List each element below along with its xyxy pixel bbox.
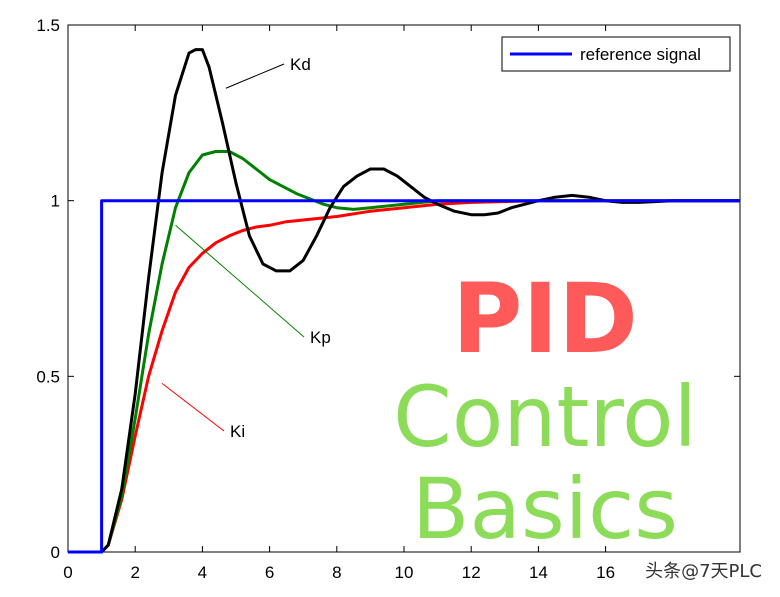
annotation-leader-kp bbox=[175, 224, 305, 338]
x-tick-label: 12 bbox=[462, 563, 481, 582]
legend-label-reference-signal: reference signal bbox=[580, 45, 701, 64]
x-tick-label: 16 bbox=[596, 563, 615, 582]
annotation-leader-kd bbox=[225, 63, 285, 89]
overlay-control: Control bbox=[393, 368, 697, 466]
x-tick-label: 6 bbox=[265, 563, 274, 582]
x-tick-label: 4 bbox=[198, 563, 207, 582]
y-tick-label: 0 bbox=[51, 543, 60, 562]
axis-tick-labels: 0 2 4 6 8 10 12 14 16 0 0.5 1 1.5 bbox=[36, 16, 615, 582]
overlay-basics: Basics bbox=[412, 460, 678, 558]
x-tick-label: 8 bbox=[332, 563, 341, 582]
y-tick-label: 0.5 bbox=[36, 367, 60, 386]
x-tick-label: 10 bbox=[395, 563, 414, 582]
series-line-reference-signal bbox=[68, 199, 740, 554]
annotation-leader-ki bbox=[161, 382, 225, 432]
y-tick-label: 1 bbox=[51, 192, 60, 211]
annotation-label-kd: Kd bbox=[290, 55, 311, 74]
annotation-label-kp: Kp bbox=[310, 328, 331, 347]
overlay-pid: PID bbox=[452, 263, 638, 375]
y-tick-label: 1.5 bbox=[36, 16, 60, 35]
series-lines bbox=[68, 48, 740, 554]
x-tick-label: 2 bbox=[130, 563, 139, 582]
legend: reference signal bbox=[501, 36, 731, 72]
x-tick-label: 14 bbox=[529, 563, 548, 582]
series-line-kd bbox=[68, 48, 740, 554]
plot-area bbox=[67, 24, 741, 553]
x-tick-label: 0 bbox=[63, 563, 72, 582]
watermark: 头条@7天PLC bbox=[645, 561, 762, 582]
title-overlay: PID Control Basics bbox=[393, 263, 697, 558]
series-line-kp bbox=[68, 150, 740, 554]
annotations: Kd Kp Ki bbox=[161, 55, 331, 441]
annotation-label-ki: Ki bbox=[230, 422, 245, 441]
